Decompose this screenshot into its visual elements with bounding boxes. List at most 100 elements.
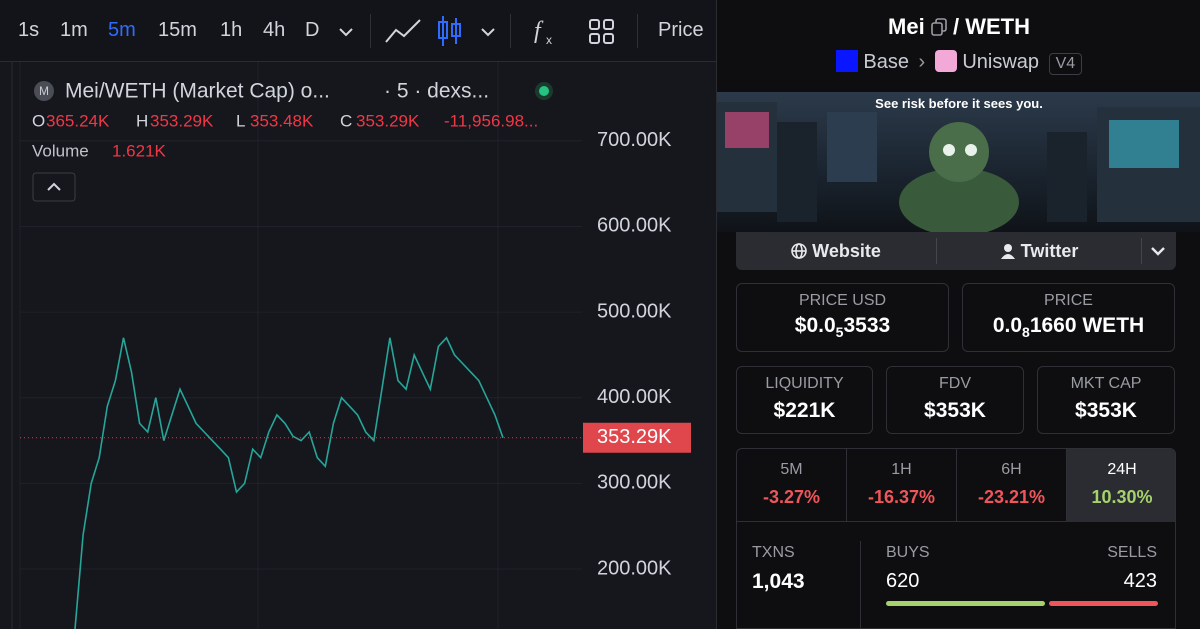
more-links[interactable] — [1148, 241, 1168, 261]
candle-chart-icon[interactable] — [434, 14, 464, 48]
copy-icon[interactable] — [931, 18, 947, 36]
mkt-cap-card: MKT CAP $353K — [1037, 366, 1175, 434]
ohlc-value: 353.29K — [150, 111, 214, 130]
volume-label: Volume — [32, 141, 89, 160]
ohlc-value: 353.48K — [250, 111, 314, 130]
chain-name[interactable]: Base — [863, 51, 909, 73]
y-tick-label: 500.00K — [597, 300, 672, 322]
globe-icon — [791, 243, 807, 259]
sells-label: SELLS — [1107, 544, 1157, 561]
buys-label: BUYS — [886, 544, 930, 561]
dex-version: V4 — [1048, 53, 1083, 75]
dex-icon — [934, 50, 957, 72]
y-tick-label: 400.00K — [597, 386, 672, 408]
stat-value: $353K — [1075, 399, 1137, 422]
price-zeros: 8 — [1022, 324, 1030, 341]
layout-icon[interactable] — [588, 18, 616, 46]
buy-sell-ratio — [886, 601, 1158, 606]
website-link[interactable]: Website — [736, 232, 936, 270]
stat-label: FDV — [939, 375, 971, 392]
line-chart-icon[interactable] — [384, 16, 422, 46]
pair-header: Mei / WETH — [717, 14, 1200, 40]
chart-type-dropdown[interactable] — [478, 22, 498, 42]
stat-label: PRICE USD — [798, 292, 887, 309]
token-panel: Mei / WETH Base › Uniswap V4 See risk be… — [716, 0, 1200, 629]
ohlc-key: L — [236, 111, 245, 130]
price-axis: 700.00K 600.00K 500.00K 400.00K 300.00K 200.0… — [583, 129, 691, 579]
separator — [1141, 238, 1142, 264]
change-value: 10.30% — [1091, 487, 1153, 507]
interval-button[interactable]: D — [305, 19, 320, 41]
fdv-card: FDV $353K — [886, 366, 1024, 434]
price-prefix: 0.0 — [992, 314, 1023, 337]
separator — [860, 541, 861, 628]
status-dot — [539, 86, 549, 96]
interval-button[interactable]: 1m — [60, 19, 88, 41]
change-tab[interactable]: 6H -23.21% — [957, 449, 1067, 522]
ohlc-value: 365.24K — [46, 111, 110, 130]
price-digits: 3533 — [843, 314, 891, 337]
separator — [936, 238, 937, 264]
collapse-icon — [47, 182, 61, 191]
twitter-link[interactable]: Twitter — [937, 232, 1141, 270]
change-tab[interactable]: 1H -16.37% — [847, 449, 957, 522]
y-tick-label: 300.00K — [597, 472, 672, 494]
buys-bar — [886, 601, 1046, 606]
interval-button[interactable]: 4h — [263, 19, 286, 41]
svg-text:f: f — [534, 18, 544, 44]
symbol-meta: · 5 · dexs... — [384, 80, 489, 103]
stat-value: $221K — [773, 399, 836, 422]
symbol-title[interactable]: Mei/WETH (Market Cap) o... — [65, 80, 330, 103]
ohlc-change: -11,956.98... — [444, 111, 538, 130]
y-tick-label: 200.00K — [597, 557, 672, 579]
sells-value: 423 — [1123, 570, 1157, 592]
dex-name[interactable]: Uniswap — [962, 51, 1040, 73]
price-usd-card: PRICE USD $0.053533 — [736, 283, 949, 352]
chart-background — [0, 62, 716, 629]
change-tab-active[interactable]: 24H 10.30% — [1067, 449, 1175, 522]
volume-value: 1.621K — [112, 141, 167, 160]
interval-button[interactable]: 15m — [158, 19, 197, 41]
person-icon — [1000, 244, 1015, 259]
grid — [20, 140, 582, 570]
change-period: 1H — [891, 461, 912, 478]
separator — [637, 14, 638, 48]
ohlc-key: C — [340, 111, 352, 130]
chart-legend: M Mei/WETH (Market Cap) o... · 5 · dexs.… — [32, 80, 553, 202]
breadcrumb-arrow: › — [918, 51, 926, 73]
interval-button[interactable]: 5m — [108, 19, 136, 41]
ohlc-value: 353.29K — [356, 111, 420, 130]
collapse-button[interactable] — [32, 172, 76, 202]
interval-button[interactable]: 1h — [220, 19, 243, 41]
last-price-box — [583, 422, 691, 453]
ohlc-key: H — [136, 111, 148, 130]
stat-label: PRICE — [1044, 292, 1093, 309]
price-card: PRICE 0.081660 WETH — [962, 283, 1175, 352]
link-label: Website — [812, 241, 881, 261]
link-label: Twitter — [1020, 241, 1079, 261]
activity-box: 5M -3.27% 1H -16.37% 6H -23.21% 24H 10.3… — [736, 448, 1176, 629]
symbol-badge — [34, 81, 54, 101]
banner-art — [717, 102, 1200, 232]
stat-value: $0.053533 — [737, 314, 948, 340]
banner: See risk before it sees you. — [717, 92, 1200, 232]
change-period: 6H — [1001, 461, 1022, 478]
price-zeros: 5 — [835, 324, 844, 341]
banner-tagline: See risk before it sees you. — [875, 96, 1043, 111]
interval-button[interactable]: 1s — [18, 19, 40, 41]
change-tab[interactable]: 5M -3.27% — [737, 449, 847, 522]
svg-text:x: x — [546, 33, 552, 47]
interval-dropdown[interactable] — [336, 22, 356, 42]
price-toggle[interactable]: Price — [658, 19, 704, 41]
y-tick-label: 600.00K — [597, 215, 672, 237]
sells-bar — [1049, 601, 1158, 606]
txns-value: 1,043 — [752, 570, 805, 593]
buys-value: 620 — [886, 570, 920, 592]
series — [20, 336, 583, 629]
price-digits: 1660 WETH — [1029, 314, 1145, 337]
separator — [510, 14, 511, 48]
stat-label: LIQUIDITY — [765, 375, 844, 392]
